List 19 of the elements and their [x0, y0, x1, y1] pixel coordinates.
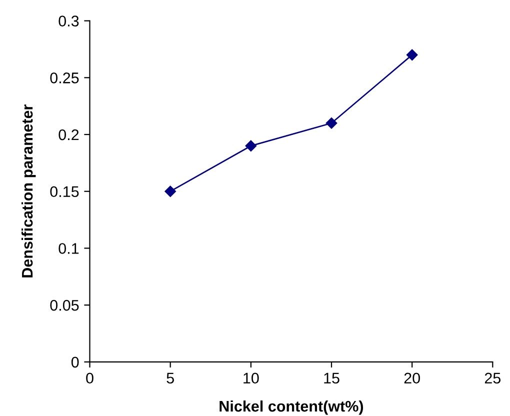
x-tick-label: 25 [484, 372, 501, 384]
y-tick-label: 0.25 [50, 72, 79, 84]
point [326, 118, 338, 129]
x-tick-label: 10 [244, 372, 259, 384]
x-tick-label: 0 [86, 372, 94, 384]
y-tick-label: 0.15 [50, 186, 79, 198]
y-tick-label: 0 [71, 356, 79, 368]
x-tick-label: 20 [404, 372, 420, 384]
x-tick-label: 15 [324, 372, 340, 384]
y-tick-label: 0.2 [58, 129, 79, 140]
y-tick-label: 0.1 [58, 243, 79, 254]
y-axis-title: Densification parameter [21, 104, 36, 278]
point [406, 49, 418, 61]
point [164, 186, 176, 197]
point [245, 140, 257, 152]
x-axis-title: Nickel content(wt%) [220, 400, 364, 415]
x-tick-label: 5 [166, 372, 174, 384]
y-tick-label: 0.05 [50, 300, 79, 311]
y-tick-label: 0.3 [58, 16, 79, 26]
